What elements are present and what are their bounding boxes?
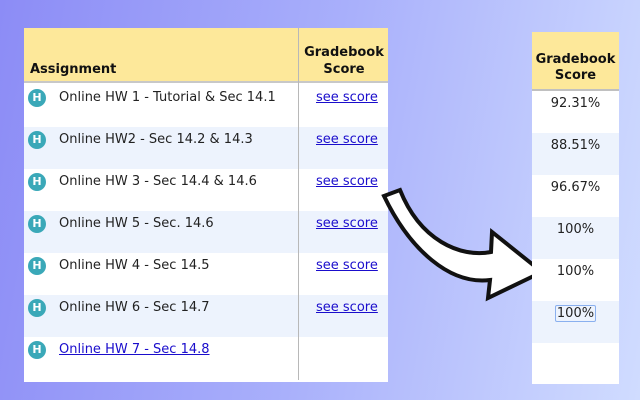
see-score-link[interactable]: see score bbox=[316, 300, 378, 315]
assignment-title: Online HW 1 - Tutorial & Sec 14.1 bbox=[59, 90, 276, 105]
homework-icon: H bbox=[28, 341, 46, 359]
score-cell: 96.67% bbox=[532, 175, 619, 217]
gradebook-score-header: Gradebook Score bbox=[532, 32, 619, 91]
table-row: H Online HW 7 - Sec 14.8 bbox=[24, 337, 388, 379]
table-row: H Online HW 6 - Sec 14.7 see score bbox=[24, 295, 388, 337]
see-score-link[interactable]: see score bbox=[316, 90, 378, 105]
score-value: 100% bbox=[554, 305, 597, 322]
score-cell: 100% bbox=[532, 259, 619, 301]
score-value: 88.51% bbox=[550, 138, 601, 153]
assignment-title: Online HW2 - Sec 14.2 & 14.3 bbox=[59, 132, 253, 147]
column-divider bbox=[298, 28, 299, 380]
see-score-link[interactable]: see score bbox=[316, 132, 378, 147]
assignment-title[interactable]: Online HW 7 - Sec 14.8 bbox=[59, 342, 210, 357]
assignment-title: Online HW 5 - Sec. 14.6 bbox=[59, 216, 214, 231]
see-score-link[interactable]: see score bbox=[316, 174, 378, 189]
score-cell: 92.31% bbox=[532, 91, 619, 133]
score-value: 100% bbox=[556, 264, 595, 279]
homework-icon: H bbox=[28, 215, 46, 233]
assignment-title: Online HW 6 - Sec 14.7 bbox=[59, 300, 210, 315]
table-row: H Online HW 3 - Sec 14.4 & 14.6 see scor… bbox=[24, 169, 388, 211]
gradebook-score-column: Gradebook Score 92.31% 88.51% 96.67% 100% 10… bbox=[532, 32, 619, 384]
gradebook-score-header: Gradebook Score bbox=[304, 45, 384, 77]
assignment-title: Online HW 3 - Sec 14.4 & 14.6 bbox=[59, 174, 257, 189]
score-cell: 100% bbox=[532, 217, 619, 259]
score-cell: 100% bbox=[532, 301, 619, 343]
score-cell: 88.51% bbox=[532, 133, 619, 175]
score-value: 92.31% bbox=[550, 96, 601, 111]
score-value: 96.67% bbox=[550, 180, 601, 195]
table-row: H Online HW 1 - Tutorial & Sec 14.1 see … bbox=[24, 85, 388, 127]
assignment-title: Online HW 4 - Sec 14.5 bbox=[59, 258, 210, 273]
table-row: H Online HW 4 - Sec 14.5 see score bbox=[24, 253, 388, 295]
table-row: H Online HW 5 - Sec. 14.6 see score bbox=[24, 211, 388, 253]
table-row: H Online HW2 - Sec 14.2 & 14.3 see score bbox=[24, 127, 388, 169]
homework-icon: H bbox=[28, 131, 46, 149]
table-header: Assignment Gradebook Score bbox=[24, 28, 388, 83]
homework-icon: H bbox=[28, 173, 46, 191]
assignment-header: Assignment bbox=[30, 62, 117, 77]
see-score-link[interactable]: see score bbox=[316, 216, 378, 231]
homework-icon: H bbox=[28, 299, 46, 317]
homework-icon: H bbox=[28, 257, 46, 275]
score-value: 100% bbox=[556, 222, 595, 237]
homework-icon: H bbox=[28, 89, 46, 107]
see-score-link[interactable]: see score bbox=[316, 258, 378, 273]
assignment-table: Assignment Gradebook Score H Online HW 1… bbox=[24, 28, 388, 382]
